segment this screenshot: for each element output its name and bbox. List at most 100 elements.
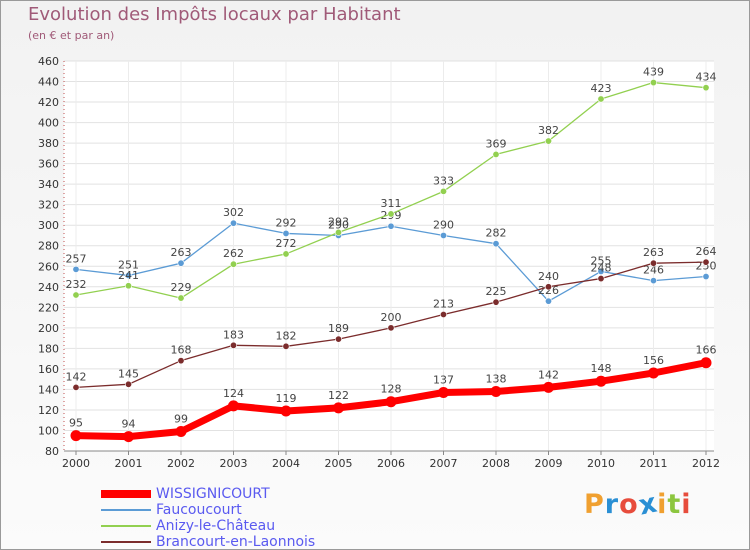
x-tick-label: 2010 [587,457,615,470]
x-tick-label: 2006 [377,457,405,470]
data-point-anizy-le-chateau [230,260,238,268]
data-label-brancourt-en-laonnois: 142 [66,370,87,383]
data-point-anizy-le-chateau [597,95,605,103]
data-label-faucoucourt: 290 [433,218,454,231]
data-label-wissignicourt: 137 [433,374,454,387]
data-label-brancourt-en-laonnois: 225 [486,285,507,298]
data-point-faucoucourt [282,229,290,237]
data-point-anizy-le-chateau [72,291,80,299]
plot-area [64,61,714,451]
data-label-wissignicourt: 148 [591,362,612,375]
y-tick-label: 260 [38,260,59,273]
data-point-faucoucourt [125,271,133,279]
data-point-wissignicourt [490,385,502,397]
data-point-wissignicourt [228,400,239,412]
y-tick-label: 440 [38,76,59,89]
data-point-anizy-le-chateau [125,282,133,290]
data-label-faucoucourt: 290 [328,218,349,231]
data-label-anizy-le-chateau: 439 [643,66,664,79]
data-label-faucoucourt: 255 [591,254,612,267]
legend-label: Faucoucourt [156,502,242,518]
data-point-brancourt-en-laonnois [230,341,238,349]
legend-swatch [101,509,151,511]
data-point-faucoucourt [544,297,552,305]
legend-swatch [101,541,151,543]
y-tick-label: 160 [38,363,59,376]
data-point-brancourt-en-laonnois [387,324,395,332]
x-tick-label: 2007 [430,457,458,470]
data-label-anizy-le-chateau: 333 [433,174,454,187]
x-tick-label: 2011 [640,457,668,470]
data-label-brancourt-en-laonnois: 145 [118,367,139,380]
data-label-anizy-le-chateau: 293 [328,215,349,228]
y-tick-label: 220 [38,301,59,314]
y-tick-label: 200 [38,322,59,335]
data-label-anizy-le-chateau: 382 [538,124,559,137]
y-tick-label: 80 [45,445,59,458]
legend-swatch [101,525,151,527]
data-label-anizy-le-chateau: 229 [171,281,192,294]
data-point-wissignicourt [385,396,397,408]
data-point-brancourt-en-laonnois [125,380,133,388]
data-label-faucoucourt: 302 [223,206,244,219]
data-point-faucoucourt [702,273,710,281]
data-point-faucoucourt [387,222,395,230]
data-label-anizy-le-chateau: 241 [118,269,139,282]
data-point-wissignicourt [700,357,712,369]
data-point-anizy-le-chateau [282,250,290,258]
data-label-anizy-le-chateau: 311 [381,197,402,210]
data-point-brancourt-en-laonnois [439,310,447,318]
data-point-wissignicourt [648,367,659,379]
data-label-faucoucourt: 251 [118,259,139,272]
data-label-brancourt-en-laonnois: 189 [328,322,349,335]
data-point-brancourt-en-laonnois [72,383,80,391]
y-tick-label: 340 [38,178,59,191]
data-point-faucoucourt [492,240,500,248]
y-tick-label: 400 [38,117,59,130]
data-label-wissignicourt: 122 [328,389,349,402]
y-tick-label: 380 [38,137,59,150]
y-tick-label: 360 [38,158,59,171]
data-point-anizy-le-chateau [387,210,395,218]
data-point-anizy-le-chateau [649,79,657,87]
data-label-wissignicourt: 156 [643,354,664,367]
data-point-wissignicourt [333,402,344,414]
data-label-brancourt-en-laonnois: 264 [696,245,717,258]
data-point-faucoucourt [230,219,238,227]
data-label-wissignicourt: 124 [223,387,244,400]
y-tick-label: 240 [38,281,59,294]
y-tick-label: 460 [38,55,59,68]
y-tick-label: 140 [38,383,59,396]
data-point-wissignicourt [123,431,134,443]
data-point-wissignicourt [70,430,82,442]
data-label-wissignicourt: 119 [276,392,297,405]
y-tick-label: 300 [38,219,59,232]
data-point-anizy-le-chateau [544,137,552,145]
data-label-brancourt-en-laonnois: 240 [538,270,559,283]
chart-title: Evolution des Impôts locaux par Habitant [28,4,401,25]
data-label-wissignicourt: 99 [174,413,188,426]
data-point-faucoucourt [72,265,80,273]
legend-label: WISSIGNICOURT [156,486,270,502]
y-tick-label: 420 [38,96,59,109]
data-point-anizy-le-chateau [439,187,447,195]
data-label-faucoucourt: 292 [276,216,297,229]
data-point-brancourt-en-laonnois [177,357,185,365]
x-tick-label: 2004 [272,457,300,470]
data-point-anizy-le-chateau [334,228,342,236]
data-label-brancourt-en-laonnois: 248 [591,262,612,275]
data-label-anizy-le-chateau: 434 [696,71,717,84]
data-point-wissignicourt [595,375,607,387]
data-label-wissignicourt: 95 [69,417,83,430]
data-label-wissignicourt: 128 [381,383,402,396]
x-tick-label: 2008 [482,457,510,470]
y-tick-label: 280 [38,240,59,253]
y-tick-label: 320 [38,199,59,212]
data-point-anizy-le-chateau [177,294,185,302]
data-label-anizy-le-chateau: 369 [486,137,507,150]
x-tick-label: 2000 [62,457,90,470]
x-tick-label: 2002 [167,457,195,470]
y-tick-label: 180 [38,342,59,355]
data-point-brancourt-en-laonnois [282,342,290,350]
